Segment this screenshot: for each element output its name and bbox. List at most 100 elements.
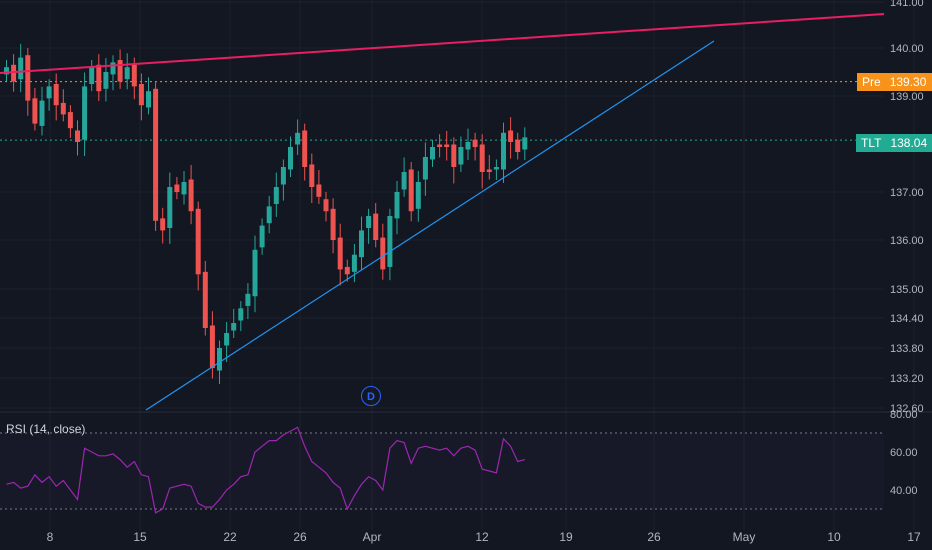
- candle-body: [202, 271, 208, 328]
- candle-body: [75, 130, 80, 142]
- resistance-line[interactable]: [0, 13, 885, 74]
- time-tick-label: 22: [223, 530, 237, 544]
- time-tick-label: 10: [827, 530, 841, 544]
- candle-body: [124, 67, 130, 80]
- candle-body: [167, 187, 173, 228]
- candle-body: [245, 293, 251, 306]
- candle-body: [408, 169, 414, 212]
- candle-body: [330, 208, 336, 240]
- price-tick-label: 139.00: [890, 91, 924, 103]
- candle-body: [359, 230, 364, 258]
- candle-body: [337, 237, 343, 270]
- last-price-badge: TLT 138.04: [856, 134, 932, 152]
- candle-body: [273, 187, 279, 204]
- time-tick-label: 19: [559, 530, 573, 544]
- candle-body: [252, 249, 258, 297]
- candle-body: [160, 218, 166, 231]
- time-tick-label: 26: [293, 530, 307, 544]
- candle-body: [366, 216, 372, 228]
- time-axis[interactable]: 8 15 22 26 Apr 12 19 26 May 10 17: [47, 530, 921, 544]
- candle-body: [515, 139, 521, 152]
- candle-body: [89, 67, 95, 84]
- last-price-value: 138.04: [890, 136, 928, 150]
- candle-body: [153, 88, 159, 221]
- candle-body: [195, 208, 201, 275]
- time-tick-label: 26: [647, 530, 661, 544]
- price-tick-label: 141.00: [890, 0, 924, 9]
- candle-body: [181, 182, 187, 195]
- time-tick-label: May: [733, 530, 756, 544]
- candle-body: [465, 142, 471, 150]
- premarket-price-badge: Pre 139.30: [857, 73, 932, 91]
- candle-body: [493, 167, 499, 170]
- candle-body: [288, 147, 293, 170]
- candle-body: [67, 112, 73, 129]
- candle-body: [117, 60, 123, 82]
- candle-body: [82, 86, 88, 140]
- candle-body: [444, 144, 450, 147]
- trendlines: [0, 13, 885, 411]
- candle-body: [224, 333, 230, 346]
- rsi-tick-label: 60.00: [890, 447, 918, 459]
- dividend-marker-icon[interactable]: D: [361, 386, 381, 406]
- candle-body: [316, 184, 322, 197]
- candle-body: [53, 84, 59, 106]
- time-tick-label: 15: [133, 530, 147, 544]
- candle-body: [508, 130, 514, 142]
- candle-body: [437, 144, 443, 147]
- candle-body: [188, 179, 194, 212]
- candle-body: [209, 325, 215, 368]
- price-tick-label: 140.00: [890, 43, 924, 55]
- candle-body: [422, 157, 428, 180]
- candle-body: [380, 237, 386, 270]
- candle-body: [96, 64, 102, 92]
- candle-body: [238, 308, 244, 321]
- candle-body: [401, 172, 407, 190]
- candle-body: [323, 199, 329, 212]
- candle-body: [25, 55, 31, 101]
- candle-body: [259, 225, 265, 248]
- candle-body: [46, 86, 52, 99]
- rsi-line: [6, 426, 525, 514]
- price-tick-label: 133.80: [890, 343, 924, 355]
- candle-body: [174, 184, 180, 192]
- candle-body: [11, 64, 17, 82]
- candle-body: [280, 167, 286, 185]
- candle-body: [479, 144, 485, 172]
- candle-body: [39, 100, 45, 126]
- price-tick-label: 137.00: [890, 187, 924, 199]
- candle-body: [131, 64, 137, 87]
- candle-body: [231, 323, 237, 331]
- candle-body: [351, 254, 357, 272]
- support-trendline[interactable]: [145, 40, 715, 411]
- candle-body: [110, 62, 116, 75]
- rsi-tick-label: 40.00: [890, 485, 918, 497]
- time-tick-label: 8: [47, 530, 54, 544]
- candle-body: [501, 132, 506, 170]
- symbol-tag: TLT: [861, 136, 882, 150]
- candle-body: [415, 182, 421, 209]
- candle-body: [486, 169, 492, 172]
- rsi-indicator-label[interactable]: RSI (14, close): [6, 422, 86, 436]
- candle-body: [60, 102, 66, 115]
- candle-body: [4, 67, 9, 75]
- price-tick-label: 133.20: [890, 373, 924, 385]
- price-tick-label: 134.40: [890, 313, 924, 325]
- candle-body: [394, 192, 400, 219]
- rsi-band: [0, 433, 884, 509]
- price-axis[interactable]: 141.00 140.00 139.00 137.00 136.00 135.00 134.…: [890, 0, 924, 415]
- time-tick-label: Apr: [363, 530, 382, 544]
- rsi-tick-label: 80.00: [890, 409, 918, 421]
- premarket-tag: Pre: [862, 75, 881, 89]
- candle-body: [344, 266, 350, 275]
- candle-body: [138, 84, 144, 106]
- candle-body: [522, 137, 528, 150]
- reference-lines: [0, 81, 884, 141]
- candles: [4, 43, 528, 384]
- candle-body: [309, 164, 315, 187]
- premarket-value: 139.30: [889, 75, 927, 89]
- candle-body: [32, 98, 38, 124]
- price-tick-label: 136.00: [890, 235, 924, 247]
- candle-body: [387, 216, 393, 267]
